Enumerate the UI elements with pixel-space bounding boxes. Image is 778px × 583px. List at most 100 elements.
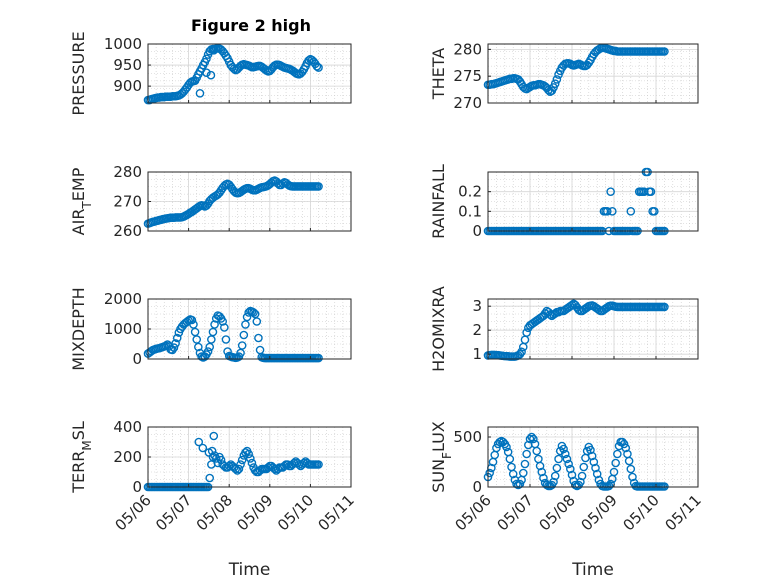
data-point — [529, 434, 538, 444]
data-point — [562, 454, 572, 464]
data-point — [515, 479, 525, 489]
subplot-3: 0 0.10.2 RAINFALL — [429, 164, 699, 240]
data-series — [143, 306, 323, 363]
data-point — [550, 79, 560, 88]
data-point — [206, 70, 216, 80]
data-point — [591, 463, 600, 473]
y-tick-label: 280 — [453, 40, 482, 58]
data-point — [169, 343, 179, 352]
data-point — [236, 460, 245, 469]
data-point — [559, 444, 568, 454]
y-tick-label: 950 — [113, 56, 142, 74]
y-tick-label: 2000 — [104, 290, 142, 308]
data-point — [485, 468, 494, 478]
data-point — [552, 75, 562, 84]
x-tick-label: 05/07 — [494, 491, 537, 534]
subplot-0: 900 950 1000 PRESSURE — [69, 31, 352, 116]
data-point — [579, 462, 589, 472]
data-point — [221, 335, 231, 344]
data-point — [246, 454, 255, 463]
data-point — [606, 187, 615, 196]
data-point — [203, 347, 213, 356]
data-point — [209, 431, 219, 441]
data-point — [567, 470, 577, 480]
data-point — [508, 469, 518, 479]
data-point — [587, 451, 597, 461]
y-axis-label: AIRTEMP — [69, 167, 94, 235]
data-point — [624, 456, 634, 466]
y-axis-label: TERRMSL — [69, 421, 94, 494]
y-tick-label: 0 — [132, 350, 142, 368]
data-series — [483, 43, 669, 97]
y-tick-label: 200 — [113, 448, 142, 466]
data-point — [560, 449, 570, 459]
data-point — [518, 468, 528, 478]
data-point — [520, 459, 530, 469]
data-point — [650, 207, 659, 216]
y-tick-label: 1 — [472, 345, 482, 363]
data-point — [237, 341, 247, 350]
y-tick-label: 270 — [453, 94, 482, 112]
x-tick-label: 05/08 — [193, 491, 236, 534]
data-point — [539, 473, 548, 483]
x-tick-label: 05/10 — [274, 491, 317, 534]
data-point — [254, 333, 263, 343]
data-point — [589, 457, 599, 467]
data-point — [537, 467, 547, 477]
y-tick-label: 2 — [472, 321, 482, 339]
data-point — [522, 449, 531, 459]
x-tick-label: 05/06 — [452, 491, 495, 534]
axes-box — [487, 298, 699, 360]
data-point — [172, 333, 182, 343]
data-point — [554, 454, 563, 464]
y-tick-label: 275 — [453, 67, 482, 85]
x-tick-label: 05/06 — [112, 491, 155, 534]
y-axis-label: MIXDEPTH — [69, 287, 88, 370]
y-tick-label: 3 — [472, 297, 482, 315]
y-tick-label: 400 — [113, 418, 142, 436]
y-axis-label: SUNFLUX — [429, 421, 454, 493]
axes-box — [487, 171, 699, 232]
x-axis-label: Time — [228, 560, 271, 580]
y-tick-label: 0.2 — [458, 183, 482, 201]
data-point — [247, 458, 257, 468]
y-tick-label: 0 — [472, 222, 482, 240]
data-point — [567, 300, 577, 310]
data-point — [198, 443, 208, 453]
y-tick-label: 1000 — [104, 35, 142, 53]
data-point — [646, 187, 656, 196]
data-point — [207, 446, 217, 456]
data-point — [550, 471, 560, 481]
data-point — [187, 315, 197, 325]
data-point — [220, 323, 229, 332]
x-axis-label: Time — [571, 560, 614, 580]
subplot-5: 1 2 3 H2OMIXRA — [429, 286, 699, 372]
axes-box — [487, 426, 699, 488]
data-point — [522, 328, 531, 337]
data-point — [244, 449, 253, 459]
x-tick-label: 05/09 — [578, 491, 621, 534]
y-tick-label: 0 — [472, 478, 482, 496]
data-point — [576, 477, 585, 487]
data-point — [304, 56, 314, 65]
data-point — [621, 443, 631, 453]
y-tick-label: 270 — [113, 193, 142, 211]
y-axis-label: THETA — [429, 48, 448, 100]
data-point — [194, 437, 204, 447]
x-tick-label: 05/08 — [536, 491, 579, 534]
y-tick-label: 280 — [113, 163, 142, 181]
subplot-2: 260 270 280 AIRTEMP — [69, 163, 352, 240]
data-point — [608, 207, 617, 216]
figure-title: Figure 2 high — [191, 16, 311, 35]
data-point — [527, 432, 536, 442]
data-point — [532, 446, 542, 456]
x-tick-label: 05/10 — [620, 491, 663, 534]
data-point — [218, 317, 227, 326]
data-point — [592, 469, 602, 479]
data-point — [552, 463, 562, 473]
data-point — [535, 461, 545, 471]
data-series — [143, 43, 323, 105]
